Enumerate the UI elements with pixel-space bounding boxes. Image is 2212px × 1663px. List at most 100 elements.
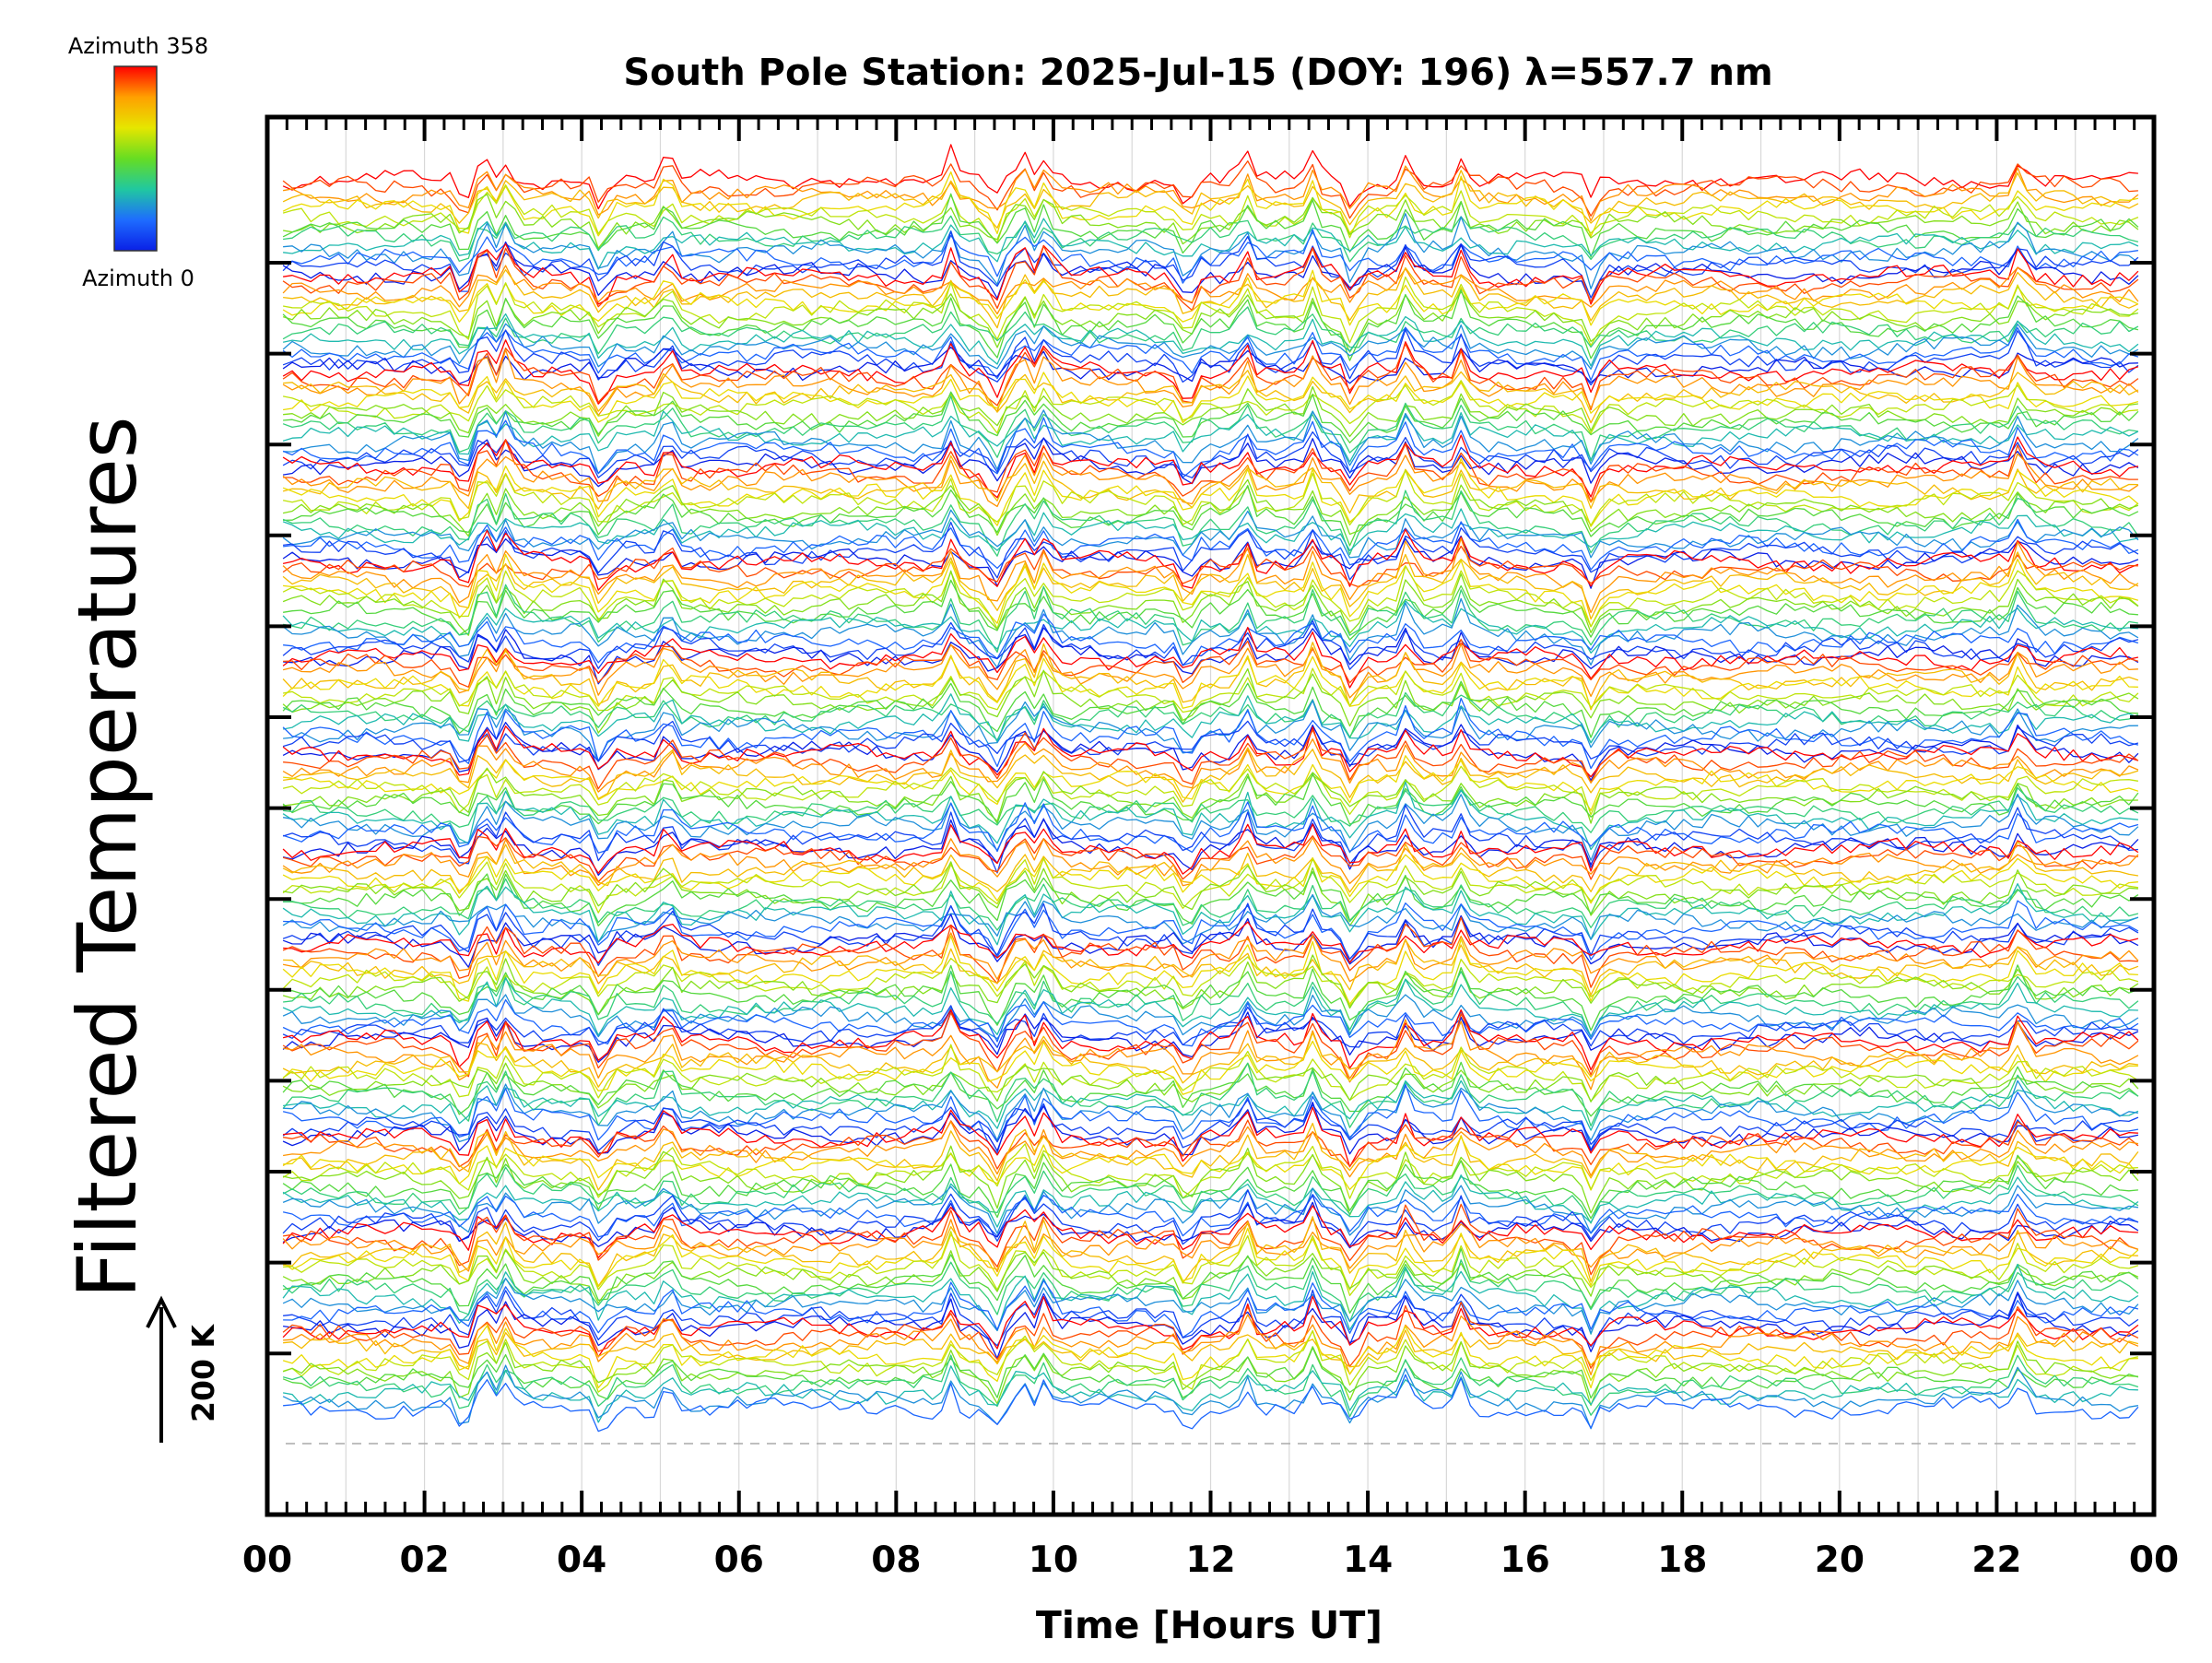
x-tick-label: 14: [1343, 1539, 1393, 1581]
series-line: [282, 693, 2139, 744]
series-line: [282, 916, 2138, 988]
series-line: [282, 478, 2139, 537]
series-line: [283, 370, 2139, 424]
series-line: [282, 861, 2138, 926]
series-line: [282, 765, 2139, 816]
series-line: [282, 1119, 2139, 1170]
series-line: [282, 1249, 2139, 1304]
x-tick-label: 20: [1815, 1539, 1865, 1581]
series-line: [282, 914, 2139, 968]
series-line: [282, 1278, 2139, 1334]
series-line: [282, 643, 2138, 699]
series-line: [283, 266, 2139, 329]
series-line: [282, 165, 2139, 222]
series-line: [282, 691, 2139, 744]
series-line: [282, 1044, 2139, 1103]
series-line: [282, 977, 2138, 1037]
series-line: [282, 854, 2138, 904]
series-line: [282, 1061, 2139, 1117]
series-line: [283, 439, 2138, 503]
series-line: [283, 391, 2139, 443]
series-line: [282, 1143, 2138, 1199]
series-line: [282, 437, 2139, 488]
series-line: [283, 878, 2139, 931]
x-tick-labels: 00 02 04 06 08 10 12 14 16 18 20 22 00: [242, 1539, 2179, 1581]
y-axis-label: Filtered Temperatures: [60, 416, 155, 1298]
x-tick-label: 00: [242, 1539, 292, 1581]
series-line: [282, 1185, 2138, 1236]
series-line: [282, 430, 2139, 478]
series-line: [282, 551, 2139, 620]
x-tick-label: 10: [1029, 1539, 1078, 1581]
series-line: [282, 773, 2139, 825]
series-line: [282, 1062, 2139, 1128]
series-line: [282, 584, 2139, 654]
series-line: [283, 553, 2139, 628]
chart-title: South Pole Station: 2025-Jul-15 (DOY: 19…: [623, 52, 1772, 94]
axes: [265, 114, 2157, 1517]
colorbar-bottom-label: Azimuth 0: [82, 265, 194, 291]
series-line: [282, 680, 2138, 739]
series-line: [282, 1325, 2138, 1389]
series-line: [282, 1062, 2139, 1109]
series-line: [282, 348, 2139, 417]
series-line: [282, 883, 2139, 946]
x-tick-label: 04: [557, 1539, 606, 1581]
series-line: [283, 1079, 2139, 1131]
series-line: [283, 1216, 2138, 1287]
x-tick-label: 16: [1500, 1539, 1550, 1581]
x-tick-label: 22: [1971, 1539, 2021, 1581]
series-traces: [282, 144, 2139, 1445]
series-line: [283, 372, 2139, 424]
series-line: [282, 841, 2139, 894]
vertical-grid: [345, 117, 2077, 1515]
series-line: [283, 242, 2139, 305]
series-line: [282, 1263, 2139, 1335]
series-line: [282, 1227, 2139, 1291]
series-line: [283, 1231, 2139, 1296]
x-tick-label: 06: [714, 1539, 764, 1581]
colorbar-top-label: Azimuth 358: [68, 33, 208, 59]
series-line: [283, 729, 2139, 790]
series-line: [283, 485, 2139, 547]
x-tick-label: 12: [1185, 1539, 1235, 1581]
series-line: [282, 160, 2138, 219]
scale-bar-arrowhead: [146, 1295, 177, 1328]
series-line: [282, 956, 2139, 1007]
series-line: [282, 339, 2139, 405]
series-line: [282, 1008, 2139, 1071]
series-line: [283, 1289, 2139, 1348]
series-line: [282, 276, 2139, 347]
series-line: [282, 837, 2139, 887]
series-line: [283, 1374, 2139, 1433]
series-line: [282, 328, 2139, 386]
series-line: [283, 215, 2139, 263]
series-line: [283, 1106, 2138, 1168]
series-line: [282, 289, 2139, 361]
series-line: [282, 579, 2138, 641]
series-line: [282, 454, 2138, 514]
series-line: [282, 1145, 2139, 1216]
series-line: [282, 725, 2139, 778]
series-line: [283, 964, 2139, 1032]
series-line: [282, 395, 2139, 462]
series-line: [282, 1121, 2139, 1178]
x-tick-label: 00: [2129, 1539, 2179, 1581]
series-line: [282, 509, 2139, 559]
series-line: [282, 144, 2138, 210]
series-line: [282, 347, 2138, 384]
x-tick-label: 08: [871, 1539, 921, 1581]
scale-bar: [146, 1295, 177, 1443]
series-line: [283, 970, 2139, 1038]
series-line: [282, 434, 2139, 499]
series-line: [282, 600, 2138, 654]
series-line: [282, 565, 2139, 630]
series-line: [283, 1329, 2139, 1370]
series-line: [282, 1019, 2139, 1091]
series-line: [282, 1174, 2139, 1228]
series-line: [282, 457, 2139, 527]
series-line: [283, 767, 2138, 824]
scale-bar-label: 200 K: [185, 1324, 221, 1422]
colorbar: [113, 65, 158, 252]
